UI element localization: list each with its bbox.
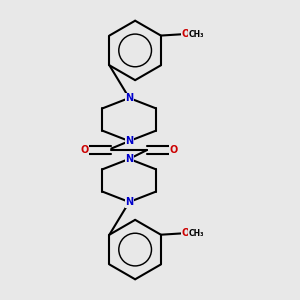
Text: O: O — [182, 29, 190, 39]
Text: O: O — [170, 145, 178, 155]
Text: N: N — [125, 136, 133, 146]
Text: O: O — [80, 145, 89, 155]
Text: N: N — [125, 154, 133, 164]
Text: CH₃: CH₃ — [188, 30, 204, 39]
Text: N: N — [125, 93, 133, 103]
Text: O: O — [182, 228, 190, 238]
Text: N: N — [125, 197, 133, 207]
Text: CH₃: CH₃ — [188, 229, 204, 238]
